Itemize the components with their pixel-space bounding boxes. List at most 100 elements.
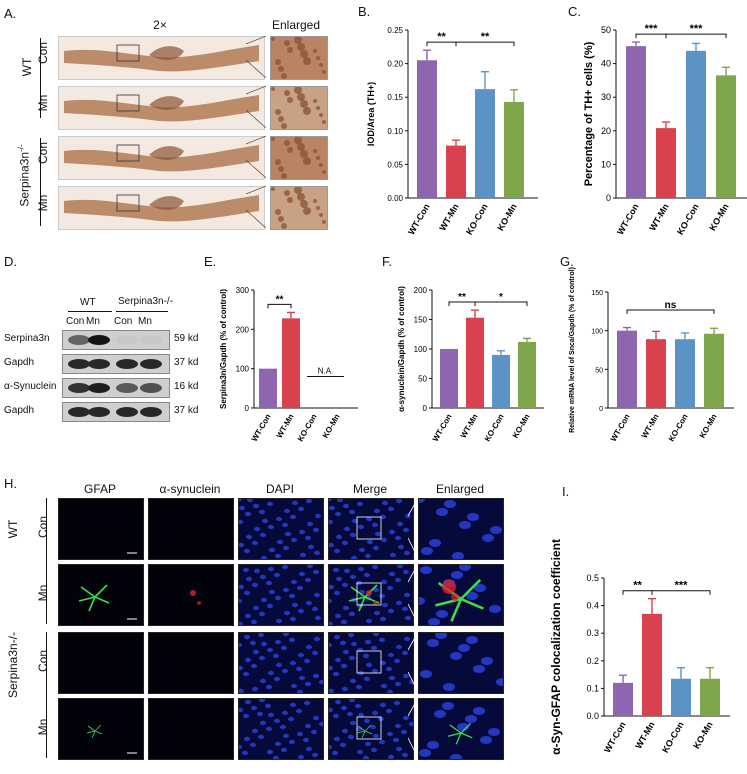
- x-tick-label: KO-Mn: [511, 412, 532, 439]
- error-bar: [619, 674, 627, 683]
- panel-b-label: B.: [358, 4, 371, 19]
- wb-group-wt: WT: [80, 297, 96, 308]
- x-tick-label: WT-Con: [431, 412, 454, 443]
- panel-h-label: H.: [4, 476, 17, 491]
- y-tick-label: 300: [236, 286, 250, 295]
- bar: [626, 46, 646, 199]
- y-tick-label: 0.20: [387, 60, 403, 69]
- wb-band-size: 59 kd: [174, 333, 199, 344]
- y-axis-label: α-synuclein/Gapdh (% of control): [397, 286, 406, 412]
- micrograph: [418, 498, 504, 560]
- micrograph: [238, 632, 324, 694]
- bar: [671, 678, 691, 716]
- error-bar: [706, 667, 714, 679]
- panel-a-group-wt: WT: [20, 57, 34, 77]
- y-tick-label: 0.1: [586, 683, 599, 693]
- significance-label: **: [633, 580, 642, 592]
- error-bar: [710, 327, 718, 334]
- wb-band-name: Serpina3n: [4, 333, 50, 344]
- x-tick-label: KO-Con: [660, 720, 686, 754]
- y-tick-label: 150: [591, 290, 603, 297]
- y-tick-label: 0.0: [586, 711, 599, 721]
- panel-h-col-header: GFAP: [83, 482, 116, 496]
- panel-f-label: F.: [382, 254, 393, 269]
- x-tick-label: WT-Con: [406, 202, 432, 236]
- wb-blot-2: [62, 378, 170, 398]
- x-tick-label: WT-Con: [609, 412, 632, 443]
- error-bar: [692, 42, 700, 51]
- panel-h-row-label: Mn: [36, 718, 50, 736]
- bar: [656, 128, 676, 198]
- y-tick-label: 0: [606, 193, 611, 203]
- wb-lane-label: Con: [114, 316, 133, 327]
- wb-lane-label: Mn: [86, 316, 100, 327]
- micrograph: [418, 698, 504, 760]
- y-tick-label: 0.2: [586, 656, 599, 666]
- x-tick-label: KO-Con: [296, 412, 319, 443]
- y-tick-label: 100: [414, 345, 428, 354]
- wb-band-size: 37 kd: [174, 405, 199, 416]
- error-bar: [287, 311, 295, 319]
- error-bar: [623, 326, 631, 331]
- y-tick-label: 50: [595, 367, 603, 374]
- chart-G: 0 50 100 150 Relative mRNA level of Snca/Gap…: [569, 267, 734, 443]
- error-bar: [452, 139, 460, 146]
- bar: [646, 339, 666, 408]
- x-tick-label: WT-Con: [250, 412, 273, 443]
- error-bar: [523, 337, 531, 342]
- bar: [613, 682, 633, 716]
- tissue-enlarged-0: [270, 36, 328, 80]
- panel-a-row-con: Con: [36, 42, 50, 65]
- y-tick-label: 0: [245, 404, 250, 413]
- tissue-section-3: [58, 186, 265, 230]
- micrograph: [238, 498, 324, 560]
- tissue-section-2: [58, 136, 265, 180]
- tissue-section-1: [58, 86, 265, 130]
- panel-c-label: C.: [568, 4, 581, 19]
- chart-E: 0 100 200 300 Serpina3n/Gapdh (% of control)…: [219, 286, 358, 443]
- bar: [282, 318, 300, 408]
- error-bar: [662, 121, 670, 129]
- chart-C: 0 10 20 30 40 50 Percentage of TH+ cells (%) WT…: [583, 23, 747, 236]
- wb-blot-3: [62, 402, 170, 422]
- x-tick-label: KO-Mn: [495, 202, 518, 233]
- wb-band-size: 16 kd: [174, 381, 199, 392]
- significance-label: **: [276, 294, 284, 305]
- y-tick-label: 100: [591, 329, 603, 336]
- panel-d-label: D.: [4, 254, 17, 269]
- micrograph: [148, 698, 234, 760]
- panel-h-group-label: Serpina3n-/-: [6, 631, 20, 699]
- x-tick-label: KO-Con: [675, 202, 701, 236]
- micrograph: [58, 698, 144, 760]
- panel-a-row-mn: Mn: [36, 94, 50, 112]
- bar: [700, 678, 720, 716]
- bar: [417, 60, 437, 198]
- bar: [675, 339, 695, 408]
- significance-bracket: [665, 33, 727, 39]
- error-bar: [471, 309, 479, 318]
- bar: [617, 330, 637, 408]
- y-tick-label: 0.00: [387, 194, 403, 203]
- bar: [704, 333, 724, 408]
- x-tick-label: KO-Con: [667, 412, 690, 443]
- micrograph: [148, 498, 234, 560]
- y-tick-label: 100: [236, 365, 250, 374]
- bar: [492, 354, 510, 408]
- y-tick-label: 0: [423, 404, 428, 413]
- bar: [440, 349, 458, 408]
- chart-I: 0.0 0.1 0.2 0.3 0.4 0.5 α-Syn-GFAP colocalizat…: [549, 539, 730, 755]
- error-bar: [632, 41, 640, 47]
- significance-bracket: [626, 309, 715, 314]
- micrograph: [238, 564, 324, 626]
- y-tick-label: 30: [601, 92, 611, 102]
- significance-label: ***: [690, 23, 704, 35]
- significance-label: ***: [645, 23, 659, 35]
- panel-a-row-ko-con: Con: [36, 142, 50, 165]
- wb-group-ko: Serpina3n-/-: [118, 296, 174, 307]
- error-bar: [677, 667, 685, 679]
- panel-h-row-label: Con: [36, 516, 50, 539]
- x-tick-label: WT-Mn: [640, 412, 661, 439]
- y-tick-label: 0.3: [586, 628, 599, 638]
- panel-h-col-header: α-synuclein: [159, 482, 221, 496]
- significance-bracket: [267, 303, 292, 309]
